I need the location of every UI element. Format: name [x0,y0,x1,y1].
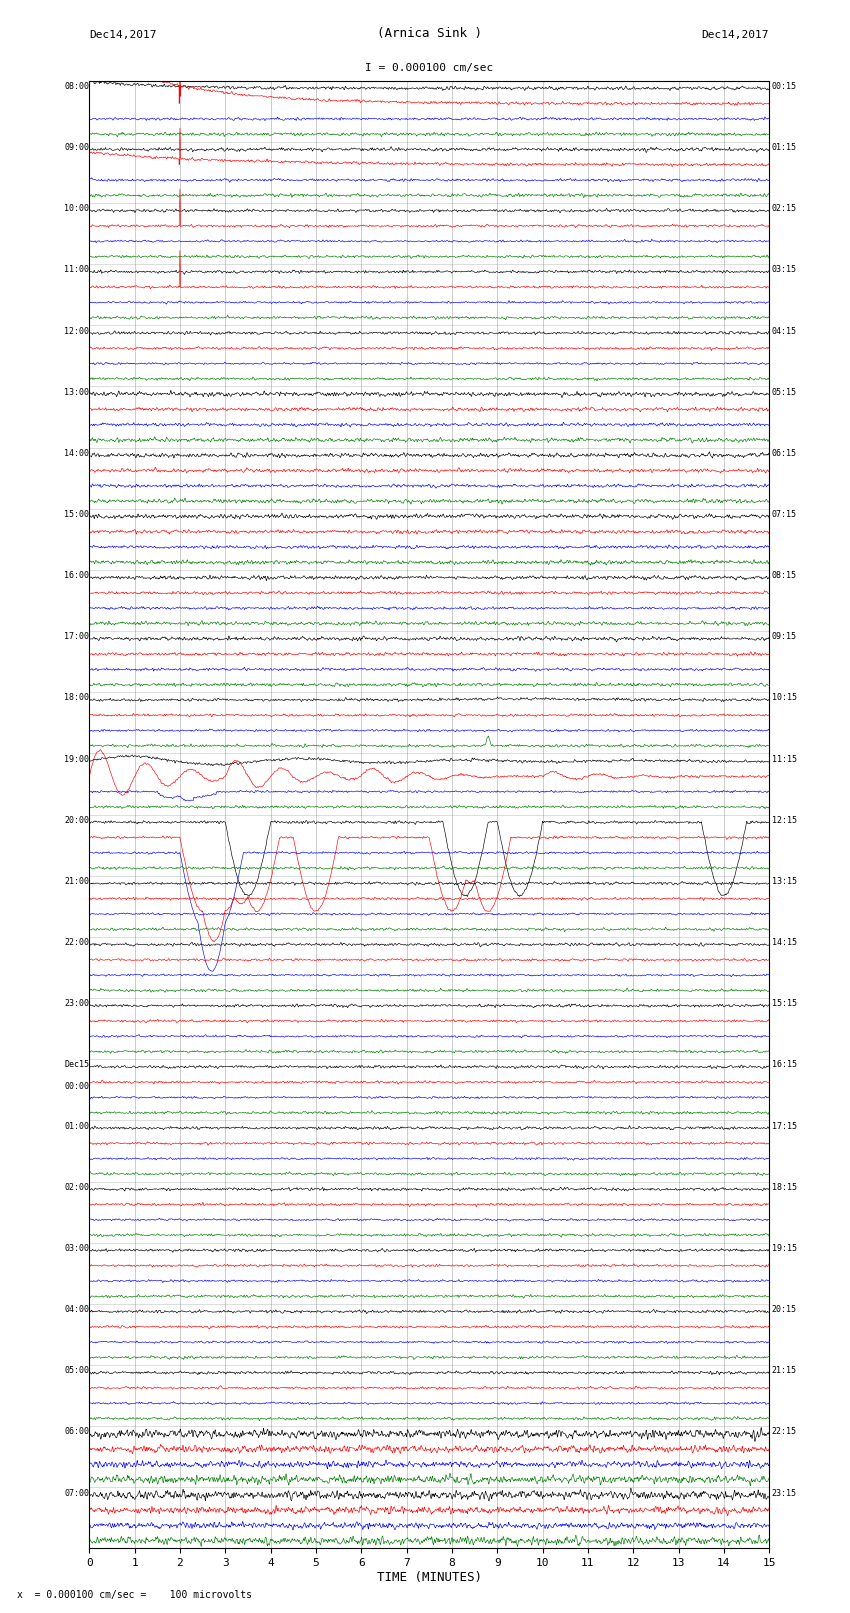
Text: 06:00: 06:00 [64,1428,89,1437]
Text: 13:00: 13:00 [64,387,89,397]
Text: I = 0.000100 cm/sec: I = 0.000100 cm/sec [366,63,493,73]
Text: 14:00: 14:00 [64,448,89,458]
Text: 23:15: 23:15 [772,1489,796,1497]
Text: 05:15: 05:15 [772,387,796,397]
Text: 07:00: 07:00 [64,1489,89,1497]
Text: 12:00: 12:00 [64,326,89,336]
Text: 11:00: 11:00 [64,266,89,274]
Text: 15:15: 15:15 [772,1000,796,1008]
Text: 04:00: 04:00 [64,1305,89,1315]
Text: x  = 0.000100 cm/sec =    100 microvolts: x = 0.000100 cm/sec = 100 microvolts [17,1590,252,1600]
Text: 03:15: 03:15 [772,266,796,274]
Text: 05:00: 05:00 [64,1366,89,1376]
Text: 11:15: 11:15 [772,755,796,763]
Text: 17:15: 17:15 [772,1121,796,1131]
Text: 21:15: 21:15 [772,1366,796,1376]
Text: Dec14,2017: Dec14,2017 [89,29,156,40]
Text: 09:15: 09:15 [772,632,796,642]
Text: 23:00: 23:00 [64,1000,89,1008]
Text: 18:15: 18:15 [772,1182,796,1192]
Text: 17:00: 17:00 [64,632,89,642]
Text: 01:00: 01:00 [64,1121,89,1131]
Text: 07:15: 07:15 [772,510,796,519]
Text: 08:00: 08:00 [64,82,89,90]
X-axis label: TIME (MINUTES): TIME (MINUTES) [377,1571,482,1584]
Text: 08:15: 08:15 [772,571,796,581]
Text: 22:15: 22:15 [772,1428,796,1437]
Text: 19:15: 19:15 [772,1244,796,1253]
Text: 09:00: 09:00 [64,144,89,152]
Text: 19:00: 19:00 [64,755,89,763]
Text: 06:15: 06:15 [772,448,796,458]
Text: 21:00: 21:00 [64,877,89,886]
Text: 02:00: 02:00 [64,1182,89,1192]
Text: 04:15: 04:15 [772,326,796,336]
Text: 10:15: 10:15 [772,694,796,703]
Text: Dec15: Dec15 [64,1060,89,1069]
Text: (Arnica Sink ): (Arnica Sink ) [377,26,482,40]
Text: 16:00: 16:00 [64,571,89,581]
Text: 16:15: 16:15 [772,1060,796,1069]
Text: 00:15: 00:15 [772,82,796,90]
Text: Dec14,2017: Dec14,2017 [702,29,769,40]
Text: 14:15: 14:15 [772,939,796,947]
Text: 20:00: 20:00 [64,816,89,824]
Text: 13:15: 13:15 [772,877,796,886]
Text: 18:00: 18:00 [64,694,89,703]
Text: 10:00: 10:00 [64,205,89,213]
Text: 02:15: 02:15 [772,205,796,213]
Text: 12:15: 12:15 [772,816,796,824]
Text: 15:00: 15:00 [64,510,89,519]
Text: 03:00: 03:00 [64,1244,89,1253]
Text: 20:15: 20:15 [772,1305,796,1315]
Text: 22:00: 22:00 [64,939,89,947]
Text: 00:00: 00:00 [64,1082,89,1092]
Text: 01:15: 01:15 [772,144,796,152]
